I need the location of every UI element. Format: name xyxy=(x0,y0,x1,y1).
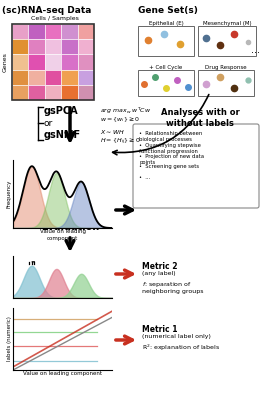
Bar xyxy=(45,24,61,39)
Text: Epithelial (E): Epithelial (E) xyxy=(149,21,183,26)
Bar xyxy=(61,39,78,54)
Bar xyxy=(28,70,45,85)
Bar xyxy=(12,24,28,39)
Text: ...: ... xyxy=(252,45,260,55)
Text: Cells / Samples: Cells / Samples xyxy=(31,16,79,21)
Bar xyxy=(28,85,45,100)
Bar xyxy=(78,39,94,54)
Bar xyxy=(12,24,94,100)
Bar xyxy=(12,39,28,54)
Text: (numerical label only): (numerical label only) xyxy=(142,334,211,339)
Text: •  ...: • ... xyxy=(139,175,150,180)
Text: •  Relationship between
biological processes: • Relationship between biological proces… xyxy=(139,131,202,142)
Text: Genes: Genes xyxy=(3,52,8,72)
Text: Gene Set(s): Gene Set(s) xyxy=(138,6,198,15)
Bar xyxy=(138,26,194,56)
Text: or: or xyxy=(44,119,53,128)
Bar xyxy=(45,70,61,85)
Bar xyxy=(78,85,94,100)
Bar xyxy=(138,70,194,96)
Bar xyxy=(78,54,94,70)
Bar xyxy=(61,70,78,85)
Bar xyxy=(61,24,78,39)
Text: $\it{f}$: separation of: $\it{f}$: separation of xyxy=(142,280,192,289)
Text: (sc)RNA-seq Data: (sc)RNA-seq Data xyxy=(2,6,91,15)
Text: arg max$_w$ $w^\mathrm{T}Cw$: arg max$_w$ $w^\mathrm{T}Cw$ xyxy=(100,106,151,116)
Bar xyxy=(78,70,94,85)
Text: •  Quantifying stepwise
functional progression: • Quantifying stepwise functional progre… xyxy=(139,143,201,154)
Text: $X \sim WH$: $X \sim WH$ xyxy=(100,128,125,136)
Bar xyxy=(45,85,61,100)
Text: Mesenchymal (M): Mesenchymal (M) xyxy=(203,21,251,26)
Bar xyxy=(12,54,28,70)
Text: gsPCA: gsPCA xyxy=(44,106,79,116)
Text: + Cell Cycle: + Cell Cycle xyxy=(149,65,183,70)
Bar xyxy=(28,24,45,39)
X-axis label: Value on leading
component: Value on leading component xyxy=(40,229,86,240)
Bar xyxy=(198,70,254,96)
Bar xyxy=(28,54,45,70)
Text: gsNMF: gsNMF xyxy=(44,130,81,140)
Bar xyxy=(45,39,61,54)
Text: $w = \{w_i\} \geq 0$: $w = \{w_i\} \geq 0$ xyxy=(100,115,140,124)
Text: Analyses with or
without labels: Analyses with or without labels xyxy=(161,108,239,128)
Text: Metric 1: Metric 1 xyxy=(142,325,177,334)
Text: Drug Response: Drug Response xyxy=(205,65,247,70)
FancyBboxPatch shape xyxy=(133,124,259,208)
Y-axis label: labels (numeric): labels (numeric) xyxy=(7,316,12,362)
Text: neighboring groups: neighboring groups xyxy=(142,289,204,294)
Text: (any label): (any label) xyxy=(142,271,176,276)
Text: R$^2$: explanation of labels: R$^2$: explanation of labels xyxy=(142,343,220,353)
Bar xyxy=(45,54,61,70)
Text: Evaluation: Evaluation xyxy=(41,222,99,232)
Text: •  Projection of new data
points: • Projection of new data points xyxy=(139,154,204,165)
Y-axis label: Frequency: Frequency xyxy=(7,180,12,208)
Text: Metric 2: Metric 2 xyxy=(142,262,177,271)
Text: $H = \{H_{ij}\} \geq 0$: $H = \{H_{ij}\} \geq 0$ xyxy=(100,137,141,147)
Bar xyxy=(28,39,45,54)
Text: •  Screening gene sets: • Screening gene sets xyxy=(139,164,199,169)
Bar xyxy=(78,24,94,39)
Bar xyxy=(198,26,256,56)
Bar xyxy=(61,54,78,70)
Bar xyxy=(61,85,78,100)
Bar xyxy=(12,70,28,85)
X-axis label: Value on leading component: Value on leading component xyxy=(23,371,102,376)
Bar xyxy=(12,85,28,100)
